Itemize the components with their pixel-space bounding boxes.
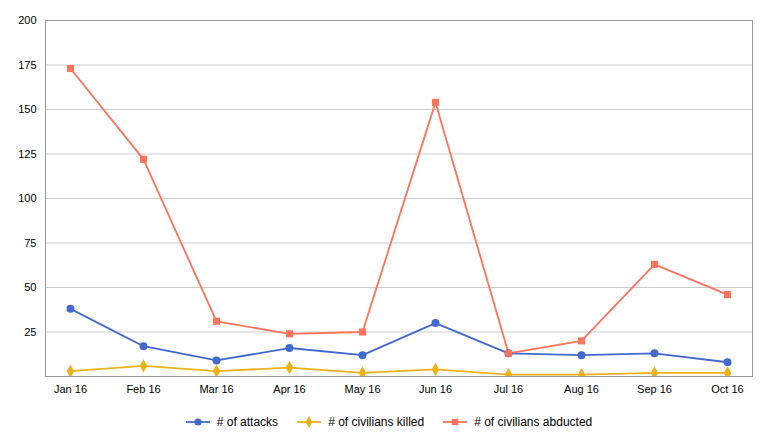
svg-text:Jul 16: Jul 16 bbox=[494, 383, 523, 395]
svg-text:150: 150 bbox=[18, 103, 36, 115]
svg-text:Mar 16: Mar 16 bbox=[199, 383, 233, 395]
html-text:# of civilians killed: # of civilians killed bbox=[328, 415, 425, 429]
svg-text:Feb 16: Feb 16 bbox=[126, 383, 160, 395]
svg-text:Oct 16: Oct 16 bbox=[711, 383, 743, 395]
svg-text:75: 75 bbox=[24, 237, 36, 249]
html-text:# of attacks: # of attacks bbox=[216, 415, 279, 429]
svg-text:May 16: May 16 bbox=[344, 383, 380, 395]
svg-text:100: 100 bbox=[18, 192, 36, 204]
svg-text:Aug 16: Aug 16 bbox=[564, 383, 599, 395]
svg-text:50: 50 bbox=[24, 281, 36, 293]
svg-text:Sep 16: Sep 16 bbox=[637, 383, 672, 395]
svg-text:Apr 16: Apr 16 bbox=[273, 383, 305, 395]
svg-text:175: 175 bbox=[18, 59, 36, 71]
svg-text:125: 125 bbox=[18, 148, 36, 160]
svg-text:25: 25 bbox=[24, 326, 36, 338]
html-text:# of civilians abducted: # of civilians abducted bbox=[474, 415, 593, 429]
svg-text:Jan 16: Jan 16 bbox=[54, 383, 87, 395]
svg-text:Jun 16: Jun 16 bbox=[419, 383, 452, 395]
svg-text:200: 200 bbox=[18, 14, 36, 26]
